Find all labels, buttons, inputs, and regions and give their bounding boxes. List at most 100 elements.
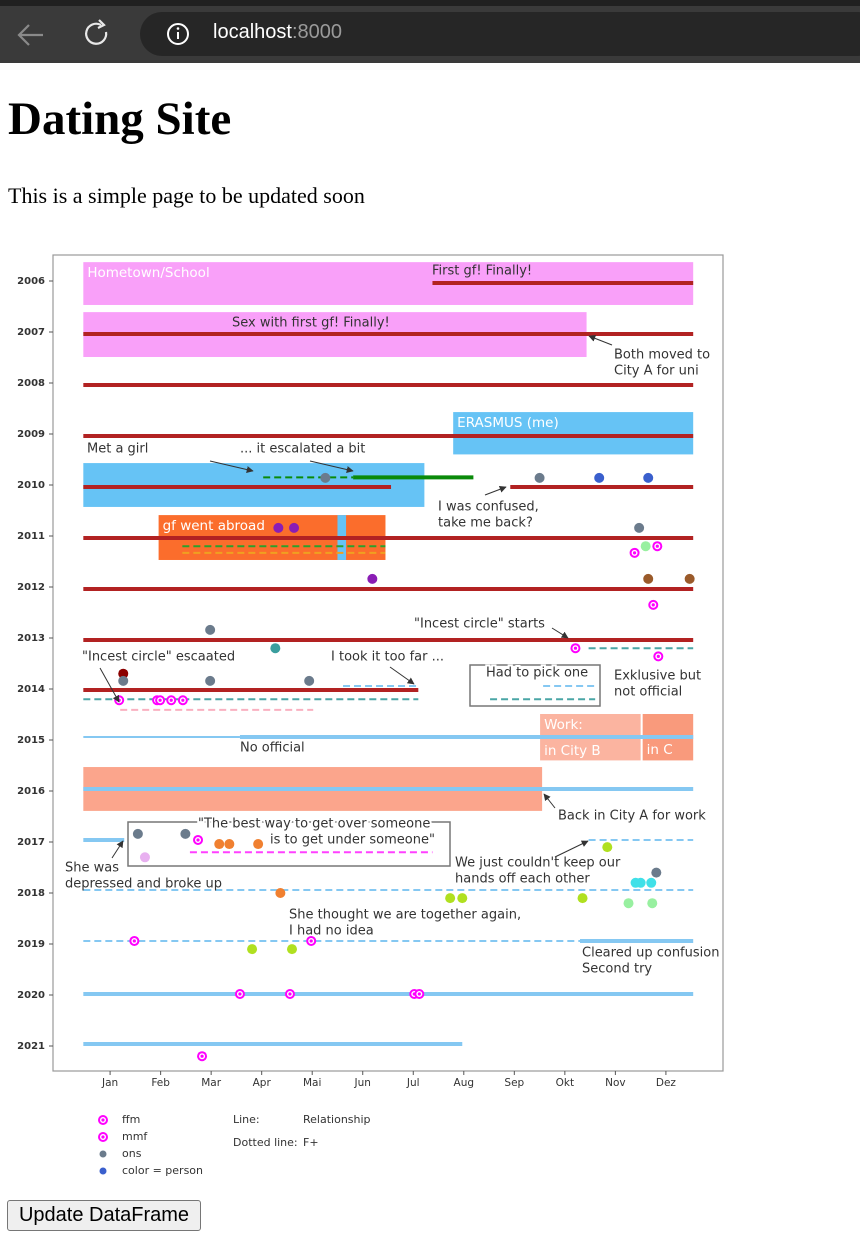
event-point — [166, 695, 177, 706]
event-point — [646, 877, 657, 888]
annotation-box — [127, 821, 451, 867]
event-point — [445, 893, 456, 904]
y-tick-label: 2020 — [17, 990, 45, 1001]
span-label: gf went abroad — [163, 518, 265, 534]
annotation: hands off each other — [455, 872, 590, 887]
point-dot — [193, 834, 204, 845]
point-dot — [629, 547, 640, 558]
nav-icons — [17, 19, 108, 46]
event-point — [273, 522, 284, 533]
annotation: I took it too far ... — [331, 650, 444, 665]
y-tick-label: 2018 — [17, 888, 45, 899]
legend-label: ffm — [122, 1113, 140, 1126]
plot-frame — [52, 254, 724, 1072]
annotation: Sex with first gf! Finally! — [232, 316, 390, 331]
annotation-arrow — [309, 460, 354, 473]
event-point — [457, 893, 468, 904]
annotation: I had no idea — [289, 924, 374, 939]
point-dot — [234, 988, 245, 999]
point-glyph — [286, 990, 293, 997]
event-point — [306, 935, 317, 946]
event-point — [214, 839, 225, 850]
annotation-arrow — [554, 840, 589, 858]
update-button[interactable]: Update DataFrame — [7, 1200, 201, 1231]
point-dot — [286, 944, 297, 955]
y-tick-label: 2016 — [17, 786, 45, 797]
span-label: Work: — [544, 717, 583, 733]
legend-key: Line: — [233, 1113, 260, 1126]
event-point — [247, 944, 258, 955]
span-label: Hometown/School — [87, 265, 209, 281]
event-point — [270, 643, 281, 654]
annotation-arrow — [484, 485, 507, 496]
annotation: not official — [614, 685, 682, 700]
annotation: "Incest circle" starts — [414, 617, 545, 632]
point-dot — [320, 472, 331, 483]
back-button[interactable] — [17, 24, 43, 46]
point-dot — [367, 573, 378, 584]
point-dot — [180, 828, 191, 839]
event-point — [643, 472, 654, 483]
point-dot — [132, 828, 143, 839]
event-point — [197, 1051, 208, 1062]
point-dot — [414, 988, 425, 999]
annotation-arrow — [543, 793, 556, 809]
y-tick-label: 2006 — [17, 276, 45, 287]
annotation-arrow — [99, 667, 120, 703]
point-glyph — [168, 697, 175, 704]
annotation: I was confused, — [438, 500, 539, 515]
period-span — [83, 463, 425, 507]
span-label: in C — [647, 742, 673, 758]
event-point — [253, 839, 264, 850]
point-glyph — [157, 697, 164, 704]
point-dot — [643, 573, 654, 584]
event-point — [651, 867, 662, 878]
y-tick-label: 2012 — [17, 582, 45, 593]
point-dot — [118, 668, 129, 679]
x-tick-label: Dez — [656, 1077, 677, 1089]
x-tick-label: Sep — [504, 1077, 524, 1089]
annotation-arrow — [111, 840, 124, 859]
event-point — [234, 988, 245, 999]
point-dot — [570, 643, 581, 654]
event-point — [289, 522, 300, 533]
annotation: Back in City A for work — [558, 809, 706, 824]
event-point — [367, 573, 378, 584]
address-bar[interactable] — [140, 12, 860, 56]
point-glyph — [572, 645, 579, 652]
x-tick-label: Apr — [253, 1077, 272, 1089]
event-point — [320, 472, 331, 483]
point-dot — [205, 624, 216, 635]
annotation-arrow — [209, 460, 254, 473]
point-dot — [214, 839, 225, 850]
annotation: Both moved to — [614, 348, 710, 363]
point-dot — [643, 472, 654, 483]
y-tick-label: 2009 — [17, 429, 45, 440]
event-point — [205, 675, 216, 686]
point-glyph — [199, 1053, 206, 1060]
event-point — [648, 599, 659, 610]
point-dot — [652, 541, 663, 552]
event-point — [180, 828, 191, 839]
point-dot — [457, 893, 468, 904]
event-point — [629, 547, 640, 558]
annotation: She was — [65, 861, 119, 876]
x-tick-label: Okt — [556, 1077, 574, 1089]
point-dot — [646, 877, 657, 888]
event-point — [653, 651, 664, 662]
url: localhost:8000 — [213, 21, 342, 44]
reload-button[interactable] — [85, 19, 108, 45]
x-tick-label: Nov — [605, 1077, 626, 1089]
point-glyph — [416, 990, 423, 997]
span-label: ERASMUS (me) — [457, 415, 559, 431]
annotation: We just couldn't keep our — [455, 856, 621, 871]
annotation: No official — [240, 741, 305, 756]
event-point — [594, 472, 605, 483]
point-dot — [273, 522, 284, 533]
event-point — [155, 695, 166, 706]
y-tick-label: 2010 — [17, 480, 45, 491]
annotation-arrow — [551, 627, 569, 639]
point-glyph — [179, 697, 186, 704]
annotation: take me back? — [438, 516, 533, 531]
